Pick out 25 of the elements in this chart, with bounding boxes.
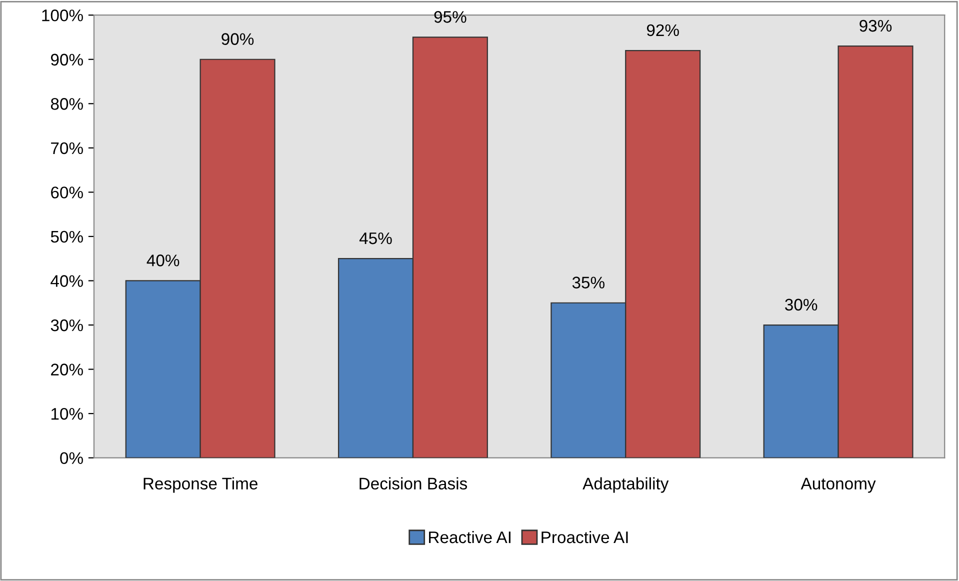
x-tick-label: Response Time — [144, 477, 258, 493]
y-tick-label: 20% — [51, 364, 83, 376]
y-tick-label: 0% — [60, 452, 83, 464]
data-label: 35% — [572, 276, 604, 288]
data-label: 93% — [860, 20, 892, 32]
x-tick-label: Adaptability — [582, 477, 669, 493]
y-tick-label: 70% — [51, 142, 83, 154]
data-label: 92% — [646, 24, 679, 36]
data-label: 95% — [434, 11, 466, 23]
y-tick-label: 100% — [42, 10, 83, 22]
x-tick-label: Decision Basis — [360, 477, 468, 490]
data-label: 45% — [359, 232, 392, 244]
y-tick-label: 30% — [50, 319, 83, 332]
legend-label: Proactive AI — [542, 530, 628, 544]
legend-label: Reactive AI — [429, 530, 510, 544]
x-tick-label: Autonomy — [800, 478, 876, 493]
y-tick-label: 80% — [50, 98, 83, 110]
y-tick-label: 10% — [51, 408, 83, 420]
data-label: 30% — [785, 298, 818, 311]
y-tick-label: 90% — [50, 54, 83, 66]
y-tick-label: 60% — [51, 186, 83, 198]
data-label: 90% — [222, 33, 254, 45]
data-label: 40% — [146, 254, 180, 266]
y-tick-label: 40% — [50, 275, 83, 287]
y-tick-label: 50% — [50, 230, 83, 243]
